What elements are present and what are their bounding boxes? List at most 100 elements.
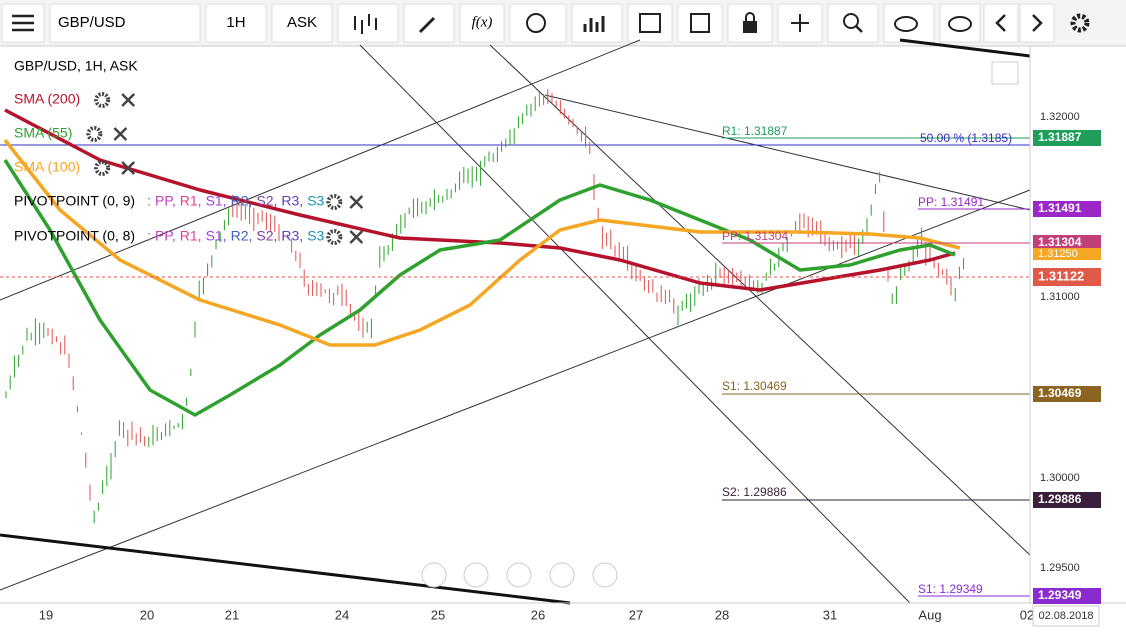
level-tag: 1.30469 [1038, 386, 1082, 400]
zoom-button[interactable] [827, 3, 879, 43]
level-tag: 1.31304 [1038, 235, 1082, 249]
time-label: 21 [225, 607, 239, 622]
symbol-input[interactable]: GBP/USD [49, 3, 201, 43]
back-button[interactable] [983, 3, 1019, 43]
pivot-level: S3 [307, 193, 324, 209]
price-type-button[interactable]: ASK [271, 3, 333, 43]
level-tag-bg [1033, 492, 1101, 508]
fib-label: 50.00 % (1.3185) [920, 131, 1012, 145]
level-tag: 1.31887 [1038, 130, 1082, 144]
trend-line [359, 44, 911, 604]
date-box [1032, 605, 1100, 627]
pivot-level: PP, [155, 228, 176, 244]
trend-line [899, 38, 1031, 58]
time-label: 25 [431, 607, 445, 622]
time-label: 27 [629, 607, 643, 622]
chart-type-button[interactable] [337, 3, 399, 43]
level-tag-bg [1033, 386, 1101, 402]
level-label: S1: 1.30469 [722, 379, 787, 393]
pivot-level: R3, [281, 228, 303, 244]
pivot-level: PP, [155, 193, 176, 209]
indicator-settings[interactable] [86, 126, 103, 142]
sma-tag-bg [1033, 248, 1101, 260]
sma-tag: 1.31250 [1038, 248, 1078, 260]
pivot-remove [349, 230, 364, 244]
indicator-settings[interactable] [94, 160, 111, 176]
trend-line [544, 94, 1031, 211]
level-tag-bg [1033, 588, 1101, 604]
level-label: S1: 1.29349 [918, 582, 983, 596]
level-label: PP: 1.31491 [918, 195, 984, 209]
time-label: 19 [39, 607, 53, 622]
pivot-level: R3, [281, 193, 303, 209]
price-label: 1.29500 [1040, 562, 1080, 574]
level-label: PP: 1.31304 [722, 229, 788, 243]
pivot-level: S3 [307, 228, 324, 244]
forward-button[interactable] [1019, 3, 1055, 43]
timeframe-button[interactable]: 1H [205, 3, 267, 43]
time-label: 31 [823, 607, 837, 622]
fullscreen-button[interactable] [991, 61, 1019, 85]
indicator-name: SMA (200) [14, 91, 80, 107]
indicator-name: SMA (100) [14, 159, 80, 175]
upload-button[interactable] [883, 3, 935, 43]
time-label: 20 [140, 607, 154, 622]
info-button[interactable] [509, 3, 567, 43]
pivot-prefix: : [147, 228, 151, 244]
level-tag-bg [1033, 201, 1101, 217]
sma-line [3, 159, 956, 417]
pivot-level: R2, [231, 228, 253, 244]
navigator[interactable] [421, 562, 618, 588]
time-label: 26 [531, 607, 545, 622]
timeframe: 1H [226, 14, 245, 31]
current-price-bg [1033, 268, 1101, 286]
pivot-settings[interactable] [326, 229, 343, 245]
menu-button[interactable] [1, 3, 45, 43]
level-tag: 1.29886 [1038, 492, 1082, 506]
lock-button[interactable] [727, 3, 773, 43]
calendar-button[interactable] [627, 3, 673, 43]
pivot-name: PIVOTPOINT (0, 9) [14, 193, 135, 209]
crosshair-button[interactable] [777, 3, 823, 43]
sma-line [3, 138, 961, 347]
pivot-level: R1, [180, 228, 202, 244]
level-tag-bg [1033, 235, 1101, 251]
indicators-button[interactable] [571, 3, 623, 43]
trend-line [489, 44, 1031, 556]
function-button[interactable]: f(x) [459, 3, 505, 43]
current-price: 1.31122 [1038, 268, 1084, 283]
trend-line [0, 39, 641, 301]
template-button[interactable] [677, 3, 723, 43]
time-label: 24 [335, 607, 349, 622]
indicator-remove [121, 161, 136, 175]
pivot-settings[interactable] [326, 194, 343, 210]
level-tag: 1.31491 [1038, 201, 1082, 215]
sma-line [4, 108, 956, 292]
legend-title: GBP/USD, 1H, ASK [14, 58, 138, 74]
indicator-settings[interactable] [94, 92, 111, 108]
function: f(x) [472, 14, 493, 30]
draw-button[interactable] [403, 3, 455, 43]
pivot-level: S2, [256, 228, 277, 244]
time-label: Aug [918, 607, 941, 622]
date-label: 02.08.2018 [1038, 610, 1093, 622]
pivot-remove [349, 195, 364, 209]
pivot-level: R2, [231, 193, 253, 209]
indicator-remove [121, 93, 136, 107]
pivot-level: R1, [180, 193, 202, 209]
pivot-prefix: : [147, 193, 151, 209]
trend-line [0, 533, 571, 605]
settings-button[interactable] [1070, 13, 1090, 33]
pivot-level: S2, [256, 193, 277, 209]
price-label: 1.31000 [1040, 291, 1080, 303]
price-type: ASK [287, 14, 317, 31]
pivot-level: S1, [206, 228, 227, 244]
indicator-name: SMA (55) [14, 125, 72, 141]
trend-line [0, 189, 1031, 591]
pivot-level: S1, [206, 193, 227, 209]
download-button[interactable] [939, 3, 981, 43]
indicator-remove [113, 127, 128, 141]
price-label: 1.32000 [1040, 111, 1080, 123]
level-label: S2: 1.29886 [722, 485, 787, 499]
